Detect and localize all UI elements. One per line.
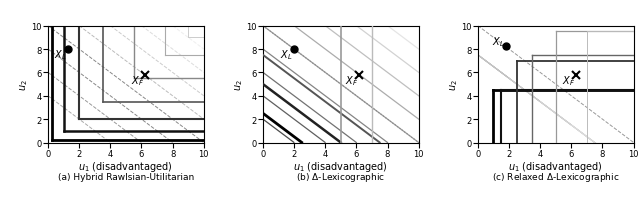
Title: (b) $\Delta$-Lexicographic: (b) $\Delta$-Lexicographic — [296, 170, 385, 183]
Y-axis label: $u_2$: $u_2$ — [233, 79, 244, 91]
Y-axis label: $u_2$: $u_2$ — [448, 79, 460, 91]
Y-axis label: $u_2$: $u_2$ — [18, 79, 30, 91]
Text: $X_L$: $X_L$ — [492, 35, 504, 49]
X-axis label: $u_1$ (disadvantaged): $u_1$ (disadvantaged) — [79, 159, 173, 173]
Text: $X_L$: $X_L$ — [54, 48, 67, 62]
Title: (c) Relaxed $\Delta$-Lexicographic: (c) Relaxed $\Delta$-Lexicographic — [492, 170, 620, 183]
Title: (a) Hybrid Rawlsian-Utilitarian: (a) Hybrid Rawlsian-Utilitarian — [58, 172, 194, 181]
Text: $X_F$: $X_F$ — [346, 74, 358, 87]
X-axis label: $u_1$ (disadvantaged): $u_1$ (disadvantaged) — [293, 159, 388, 173]
Text: $X_F$: $X_F$ — [131, 74, 143, 87]
Text: $X_F$: $X_F$ — [562, 74, 575, 87]
X-axis label: $u_1$ (disadvantaged): $u_1$ (disadvantaged) — [508, 159, 603, 173]
Text: $X_L$: $X_L$ — [280, 48, 292, 62]
